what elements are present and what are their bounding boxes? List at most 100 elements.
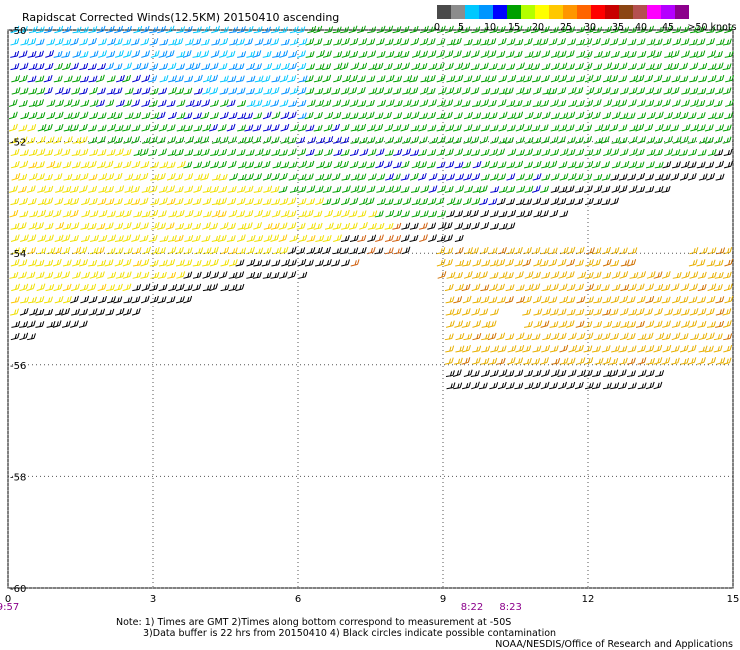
- barb-shaft: [184, 214, 192, 218]
- barb-flag: [231, 149, 234, 155]
- barb-flag: [226, 87, 229, 93]
- barb-flag: [649, 64, 653, 70]
- barb-flag: [235, 63, 238, 69]
- barb-flag: [569, 125, 572, 131]
- wind-barb: [507, 74, 517, 83]
- barb-shaft: [124, 92, 132, 95]
- wind-barb: [480, 148, 490, 157]
- barb-shaft: [609, 92, 617, 95]
- barb-flag: [570, 76, 573, 82]
- wind-barb: [80, 161, 90, 169]
- barb-shaft: [601, 55, 609, 58]
- barb-flag: [641, 27, 644, 33]
- wind-barb: [637, 50, 647, 58]
- barb-shaft: [29, 215, 37, 218]
- barb-shaft: [678, 153, 687, 157]
- barb-flag: [387, 88, 390, 94]
- barb-flag: [223, 112, 227, 118]
- barb-flag: [231, 198, 234, 204]
- barb-flag: [538, 50, 541, 56]
- wind-barb: [688, 148, 698, 157]
- barb-flag: [485, 198, 489, 204]
- wind-barb: [636, 62, 646, 71]
- barb-shaft: [254, 43, 262, 46]
- barb-shaft: [376, 178, 384, 181]
- barb-shaft: [219, 141, 227, 144]
- barb-shaft: [609, 42, 617, 46]
- barb-shaft: [18, 79, 26, 83]
- barb-flag: [285, 197, 289, 204]
- wind-barb: [713, 100, 723, 107]
- barb-shaft: [524, 67, 532, 71]
- barb-flag: [607, 50, 611, 57]
- wind-barb: [583, 50, 593, 58]
- wind-barb: [132, 74, 141, 83]
- barb-flag: [531, 51, 534, 57]
- barb-flag: [563, 87, 567, 93]
- barb-shaft: [637, 55, 645, 58]
- barb-flag: [179, 210, 182, 217]
- wind-barb: [148, 149, 158, 157]
- barb-flag: [199, 210, 203, 216]
- barb-shaft: [202, 128, 210, 132]
- barb-flag: [121, 50, 124, 56]
- barb-flag: [67, 148, 71, 155]
- barb-flag: [76, 185, 79, 192]
- barb-flag: [94, 63, 97, 69]
- barb-flag: [710, 173, 713, 180]
- barb-flag: [248, 174, 252, 180]
- barb-shaft: [202, 215, 210, 218]
- barb-flag: [608, 173, 611, 179]
- barb-flag: [614, 149, 617, 155]
- barb-flag: [361, 186, 364, 192]
- wind-barb: [211, 209, 221, 218]
- wind-barb: [427, 124, 437, 132]
- barb-flag: [650, 123, 654, 130]
- barb-flag: [346, 160, 349, 167]
- barb-flag: [267, 88, 270, 94]
- barb-flag: [631, 39, 634, 45]
- wind-barb: [471, 173, 481, 181]
- barb-flag: [433, 111, 436, 118]
- barb-flag: [103, 87, 106, 93]
- barb-flag: [121, 148, 124, 154]
- barb-flag: [265, 161, 268, 167]
- wind-barb: [661, 99, 671, 107]
- barb-shaft: [35, 165, 43, 169]
- wind-barb: [707, 148, 717, 157]
- wind-barb: [229, 38, 239, 46]
- wind-barb: [531, 124, 541, 132]
- barb-shaft: [261, 79, 269, 83]
- barb-flag: [231, 161, 234, 167]
- barb-shaft: [322, 67, 330, 71]
- wind-barb: [115, 99, 125, 107]
- wind-barb: [10, 148, 20, 157]
- barb-shaft: [288, 178, 296, 181]
- barb-flag: [642, 87, 646, 93]
- barb-flag: [563, 99, 567, 106]
- barb-flag: [721, 160, 724, 166]
- barb-flag: [606, 112, 609, 118]
- barb-flag: [126, 51, 130, 57]
- wind-barb: [637, 112, 647, 120]
- barb-flag: [587, 125, 590, 131]
- barb-shaft: [576, 55, 584, 58]
- barb-flag: [70, 136, 73, 142]
- barb-flag: [531, 111, 534, 118]
- wind-barb: [96, 87, 106, 95]
- barb-flag: [512, 198, 516, 204]
- barb-flag: [91, 64, 95, 70]
- wind-barb: [18, 26, 28, 34]
- wind-barb: [306, 99, 316, 107]
- barb-flag: [22, 51, 25, 57]
- barb-flag: [234, 87, 238, 93]
- barb-shaft: [575, 128, 583, 132]
- barb-shaft: [158, 190, 166, 193]
- barb-flag: [456, 125, 460, 131]
- barb-flag: [156, 173, 160, 180]
- barb-flag: [104, 173, 108, 179]
- barb-flag: [468, 100, 471, 106]
- barb-flag: [86, 99, 90, 106]
- wind-barb: [19, 210, 29, 218]
- barb-flag: [691, 162, 694, 168]
